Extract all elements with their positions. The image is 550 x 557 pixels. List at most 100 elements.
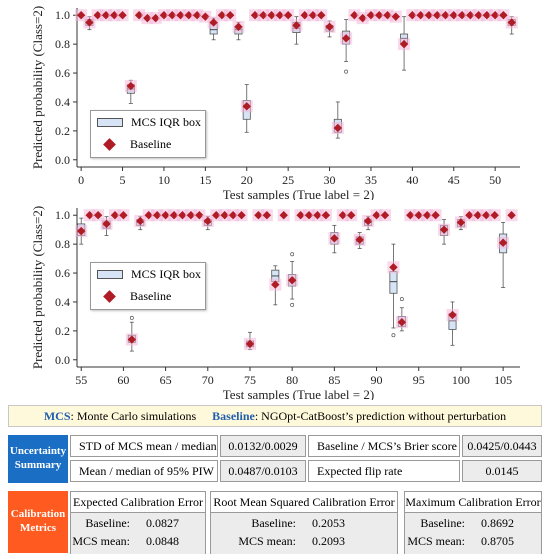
- baseline-point: [118, 11, 127, 20]
- baseline-point: [151, 13, 160, 23]
- std-metric-label: STD of MCS mean / median: [70, 435, 218, 457]
- baseline-point: [237, 211, 246, 220]
- legend-label-baseline: Baseline: [130, 288, 172, 303]
- mce-panel: Maximum Calibration Error Baseline: 0.86…: [404, 491, 542, 554]
- mce-mcs-value: 0.8705: [481, 534, 514, 548]
- x-tick-label: 105: [494, 373, 512, 387]
- definitions-banner: MCS : Monte Carlo simulations Baseline :…: [8, 405, 542, 427]
- x-tick-label: 25: [282, 173, 294, 187]
- mce-baseline-value: 0.8692: [481, 516, 514, 530]
- baseline-point: [317, 11, 326, 20]
- baseline-point: [169, 211, 179, 220]
- x-axis-label: Test samples (True label = 2): [223, 387, 374, 400]
- x-tick-label: 5: [120, 173, 126, 187]
- baseline-point: [466, 11, 475, 20]
- outlier-point: [399, 297, 404, 302]
- box-swatch-icon: [97, 117, 123, 127]
- baseline-point: [490, 11, 500, 20]
- baseline-point: [254, 211, 263, 220]
- baseline-point: [119, 211, 128, 220]
- baseline-point: [126, 81, 136, 91]
- baseline-point: [259, 11, 268, 20]
- baseline-description: : NGOpt-CatBoost’s prediction without pe…: [254, 408, 507, 423]
- legend-item-box: MCS IQR box: [91, 263, 205, 285]
- baseline-point: [474, 11, 483, 20]
- x-tick-label: 35: [365, 173, 377, 187]
- rmsce-baseline-value: 0.2053: [312, 516, 345, 530]
- ece-baseline-label: Baseline:: [85, 516, 130, 530]
- baseline-point: [333, 123, 343, 133]
- legend-item-box: MCS IQR box: [91, 111, 205, 133]
- outlier-point: [290, 302, 295, 307]
- baseline-point: [465, 211, 474, 220]
- x-axis-label: Test samples (True label = 2): [223, 187, 374, 200]
- baseline-point: [159, 11, 169, 20]
- rmsce-panel: Root Mean Squared Calibration Error Base…: [210, 491, 398, 554]
- chart-top: 0.0 0.2 0.4 0.6 0.8 1.0 0 5 10 15 20 25 30 35 40 45 50 Te…: [30, 6, 520, 200]
- flip-rate-label: Expected flip rate: [308, 460, 460, 482]
- baseline-point: [375, 11, 384, 20]
- baseline-point: [234, 22, 243, 31]
- baseline-point: [507, 211, 516, 220]
- baseline-point: [308, 11, 318, 20]
- baseline-point: [347, 211, 356, 220]
- baseline-point: [184, 11, 193, 20]
- baseline-point: [143, 13, 152, 23]
- baseline-point: [456, 218, 466, 227]
- baseline-point: [422, 211, 432, 220]
- baseline-point: [271, 280, 280, 289]
- x-tick-label: 60: [117, 373, 129, 387]
- baseline-point: [448, 310, 457, 320]
- flip-rate-value: 0.0145: [462, 460, 542, 482]
- ece-mcs-value: 0.0848: [146, 534, 179, 548]
- baseline-term: Baseline: [212, 408, 255, 423]
- baseline-point: [242, 102, 251, 111]
- baseline-point: [414, 211, 423, 220]
- baseline-point: [110, 11, 119, 20]
- y-tick-label: 0.2: [55, 124, 70, 138]
- mce-title: Maximum Calibration Error: [405, 492, 541, 513]
- baseline-point: [391, 12, 400, 21]
- baseline-point: [93, 211, 103, 220]
- baseline-point: [498, 238, 508, 247]
- baseline-point: [168, 11, 177, 20]
- baseline-point: [250, 11, 260, 20]
- baseline-point: [186, 211, 196, 220]
- baseline-point: [482, 211, 491, 220]
- y-axis-label: Predicted probability (Class=2): [30, 206, 45, 369]
- piw-metric-label: Mean / median of 95% PIW: [70, 460, 218, 482]
- baseline-point: [220, 211, 229, 220]
- outlier-point: [290, 252, 295, 257]
- baseline-point: [300, 11, 309, 20]
- mcs-term: MCS: [43, 408, 71, 423]
- y-tick-label: 0.6: [55, 66, 70, 80]
- diamond-swatch-icon: [103, 289, 116, 303]
- iqr-box: [389, 271, 398, 294]
- y-tick-label: 0.4: [55, 95, 70, 109]
- rmsce-mcs-label: MCS mean:: [238, 534, 296, 548]
- baseline-point: [325, 22, 334, 31]
- mce-baseline-label: Baseline:: [420, 516, 465, 530]
- baseline-point: [178, 211, 187, 220]
- x-tick-label: 90: [371, 373, 383, 387]
- baseline-point: [457, 11, 467, 20]
- std-metric-value: 0.0132/0.0029: [220, 435, 306, 457]
- y-tick-label: 0.8: [55, 37, 70, 51]
- outlier-point: [129, 315, 134, 320]
- ece-title: Expected Calibration Error: [71, 492, 205, 513]
- baseline-point: [350, 11, 359, 20]
- baseline-point: [321, 211, 331, 220]
- x-tick-label: 85: [328, 373, 340, 387]
- x-tick-label: 20: [241, 173, 253, 187]
- baseline-point: [408, 11, 417, 20]
- baseline-point: [225, 11, 235, 20]
- legend-item-baseline: Baseline: [91, 285, 205, 307]
- y-tick-label: 0.4: [55, 295, 70, 309]
- baseline-point: [441, 11, 450, 20]
- baseline-point: [292, 21, 301, 30]
- y-tick-label: 0.2: [55, 324, 70, 338]
- x-tick-label: 75: [244, 373, 256, 387]
- ece-baseline-value: 0.0827: [146, 516, 179, 530]
- mce-mcs-label: MCS mean:: [407, 534, 465, 548]
- baseline-point: [101, 11, 111, 20]
